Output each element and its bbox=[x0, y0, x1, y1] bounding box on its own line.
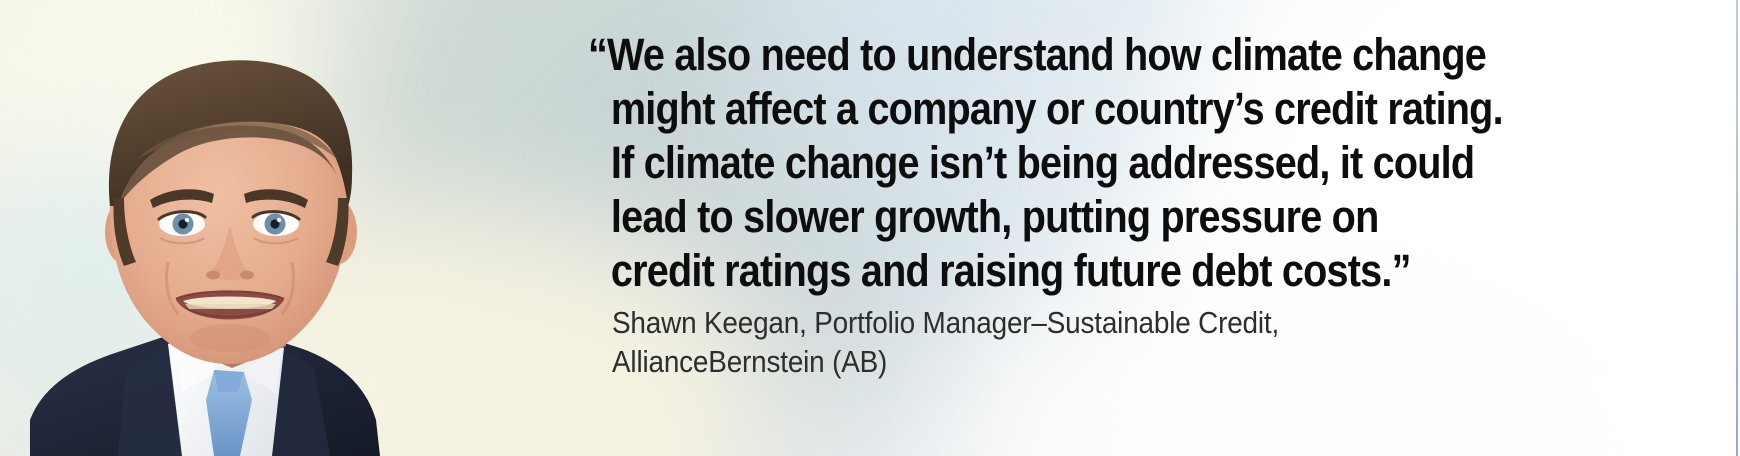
quote-line-1: “We also need to understand how climate … bbox=[588, 29, 1487, 80]
attribution-block: Shawn Keegan, Portfolio Manager–Sustaina… bbox=[612, 303, 1612, 381]
quote-line-4: lead to slower growth, putting pressure … bbox=[610, 191, 1379, 242]
attribution-line-1: Shawn Keegan, Portfolio Manager–Sustaina… bbox=[612, 305, 1280, 340]
quote-line-3: If climate change isn’t being addressed,… bbox=[610, 137, 1475, 188]
right-edge-rule bbox=[1736, 0, 1738, 456]
attribution-line-2: AllianceBernstein (AB) bbox=[612, 344, 888, 379]
quote-line-2: might affect a company or country’s cred… bbox=[610, 83, 1504, 134]
quote-text: “We also need to understand how climate … bbox=[588, 28, 1688, 298]
quote-line-5: credit ratings and raising future debt c… bbox=[610, 245, 1412, 296]
portrait-photo bbox=[0, 0, 440, 456]
